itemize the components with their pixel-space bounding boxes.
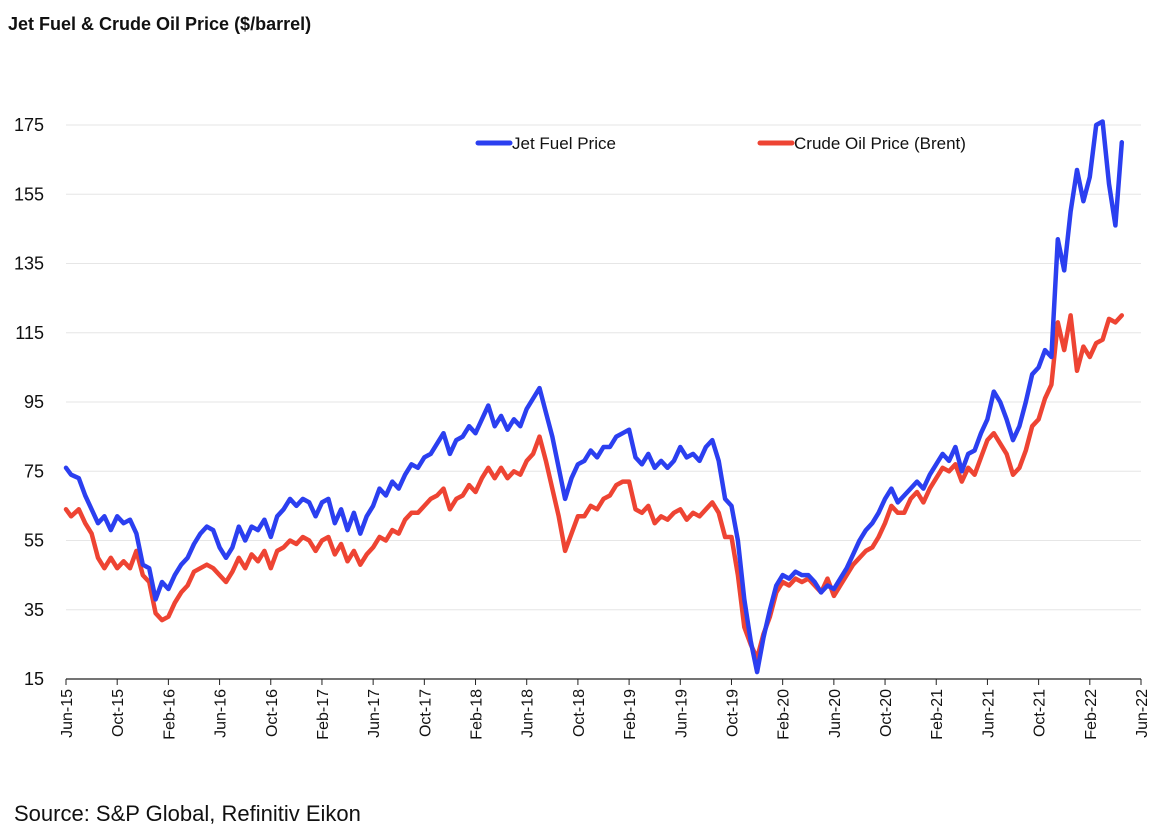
x-tick-label: Feb-16 [161, 689, 178, 740]
y-tick-label: 35 [24, 600, 44, 620]
y-tick-label: 115 [15, 323, 44, 343]
x-tick-label: Jun-18 [520, 689, 537, 738]
x-tick-label: Oct-15 [110, 689, 127, 737]
y-tick-label: 75 [24, 461, 44, 481]
x-tick-label: Jun-17 [366, 689, 383, 738]
legend-label: Jet Fuel Price [512, 134, 616, 153]
x-tick-label: Feb-18 [469, 689, 486, 740]
x-tick-label: Oct-21 [1032, 689, 1049, 737]
x-tick-label: Oct-18 [571, 689, 588, 737]
series-line-crude-oil-price-brent [66, 315, 1122, 658]
y-tick-label: 15 [24, 669, 44, 689]
series-lines [66, 122, 1122, 673]
x-tick-label: Jun-15 [59, 689, 76, 738]
x-tick-label: Jun-19 [673, 689, 690, 738]
gridlines [66, 125, 1141, 610]
x-tick-label: Feb-22 [1083, 689, 1100, 740]
y-tick-label: 55 [24, 531, 44, 551]
y-tick-label: 155 [14, 184, 44, 204]
y-tick-label: 175 [14, 115, 44, 135]
line-chart: 175 155 135 115 95 75 55 35 15 Jun-15 Oct-15 Feb-1… [0, 0, 1175, 790]
x-tick-label: Feb-21 [929, 689, 946, 740]
x-tick-label: Jun-22 [1134, 689, 1151, 738]
legend: Jet Fuel Price Crude Oil Price (Brent) [478, 134, 966, 153]
x-tick-label: Feb-20 [776, 689, 793, 740]
y-axis-ticks: 175 155 135 115 95 75 55 35 15 [14, 115, 44, 689]
x-tick-label: Oct-19 [724, 689, 741, 737]
legend-label: Crude Oil Price (Brent) [794, 134, 966, 153]
y-tick-label: 95 [24, 392, 44, 412]
y-tick-label: 135 [14, 254, 44, 274]
x-axis: Jun-15 Oct-15 Feb-16 Jun-16 Oct-16 Feb-17 Jun-… [59, 679, 1151, 740]
x-tick-label: Jun-20 [827, 689, 844, 738]
x-tick-label: Feb-19 [622, 689, 639, 740]
source-note: Source: S&P Global, Refinitiv Eikon [14, 801, 361, 827]
series-line-jet-fuel-price [66, 122, 1122, 673]
x-tick-label: Jun-21 [980, 689, 997, 738]
x-tick-label: Jun-16 [213, 689, 230, 738]
x-tick-label: Oct-17 [417, 689, 434, 737]
x-tick-label: Oct-16 [264, 689, 281, 737]
x-tick-label: Oct-20 [878, 689, 895, 737]
x-tick-label: Feb-17 [315, 689, 332, 740]
